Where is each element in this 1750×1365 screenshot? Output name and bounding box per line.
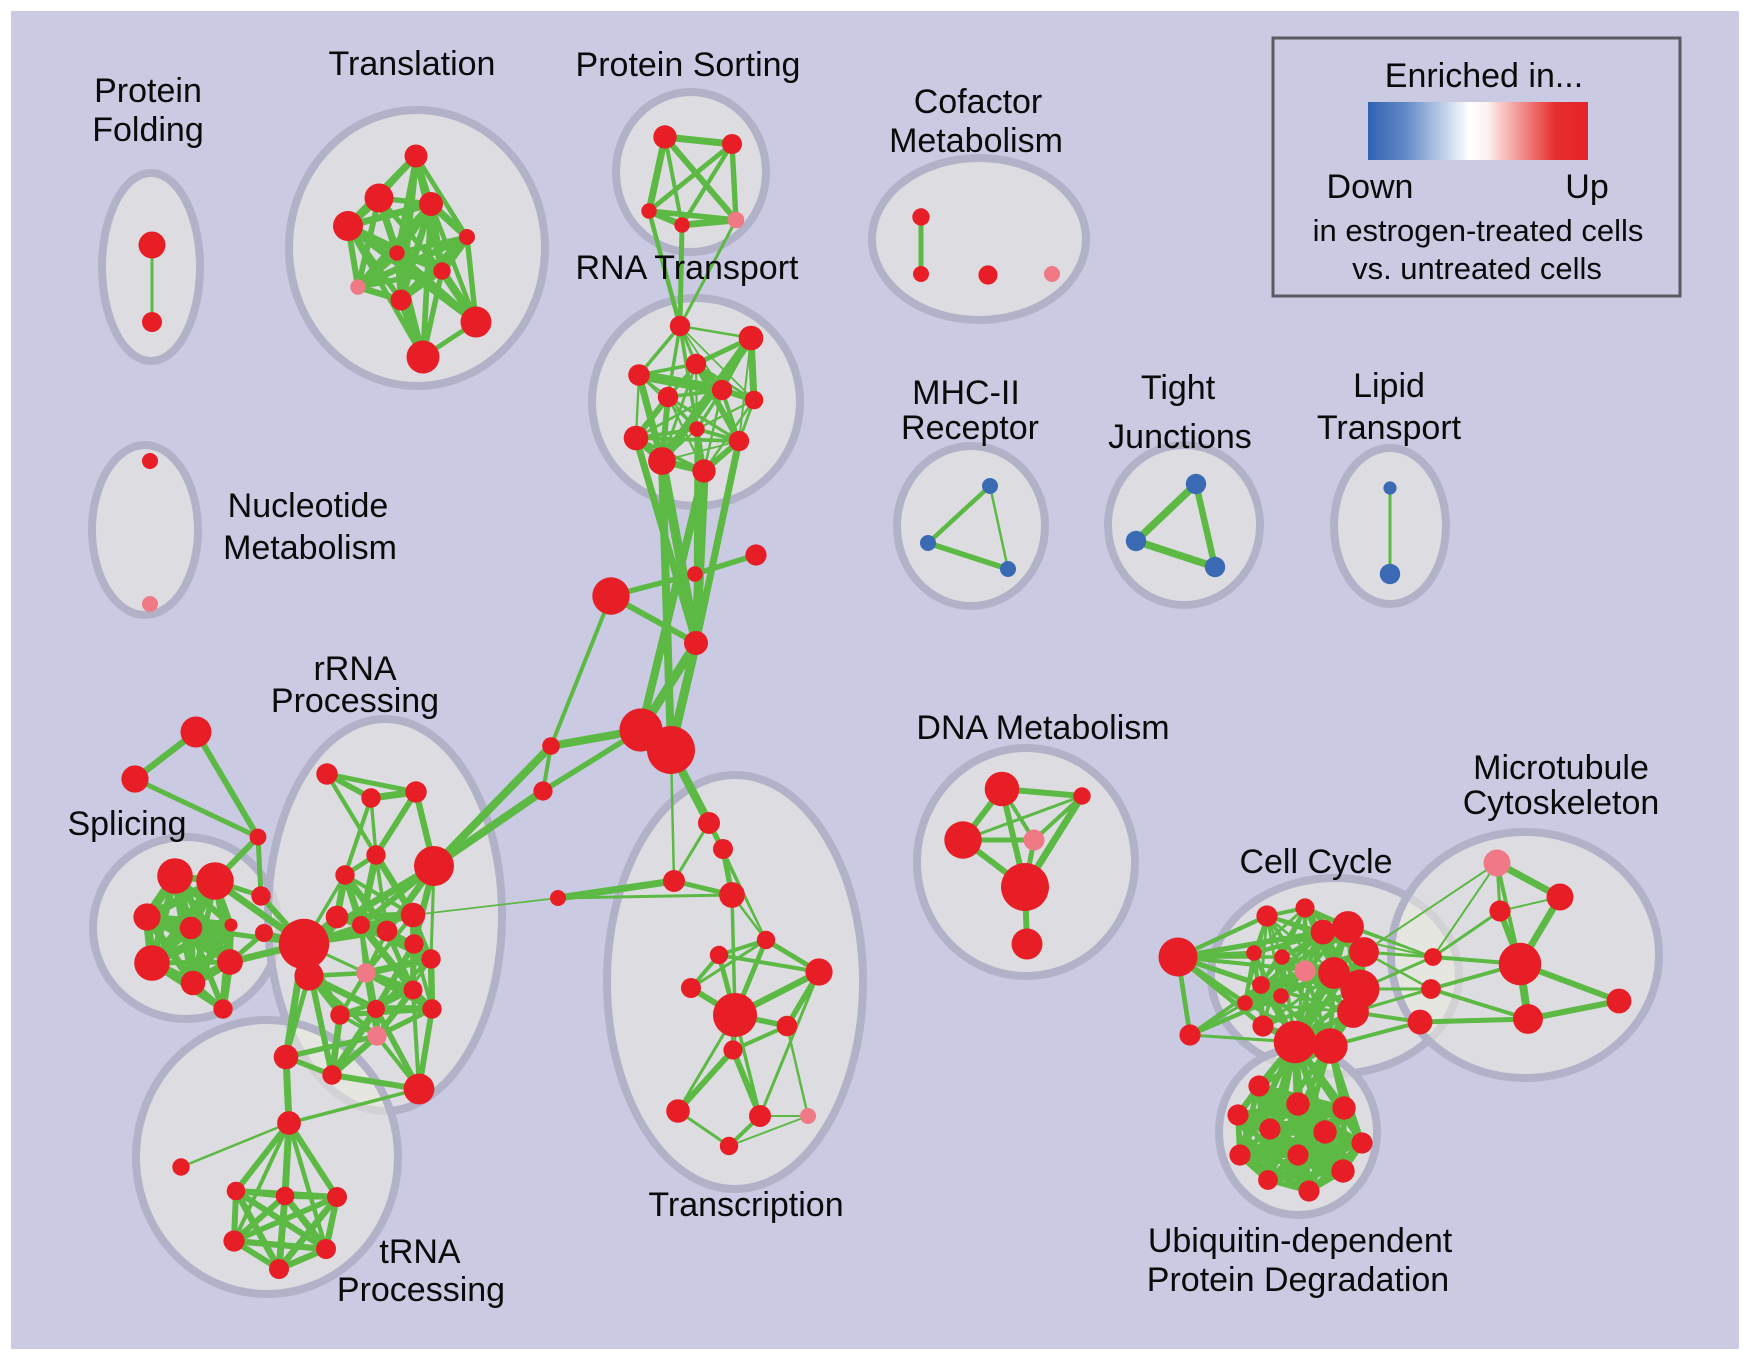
svg-text:Enriched in...: Enriched in...	[1385, 57, 1583, 95]
svg-text:Ubiquitin-dependent: Ubiquitin-dependent	[1148, 1222, 1453, 1260]
svg-text:Protein Sorting: Protein Sorting	[576, 46, 801, 84]
svg-text:Tight: Tight	[1141, 369, 1216, 407]
svg-text:Up: Up	[1565, 168, 1608, 206]
svg-text:Receptor: Receptor	[901, 409, 1039, 447]
svg-text:Cytoskeleton: Cytoskeleton	[1463, 784, 1660, 822]
svg-text:Processing: Processing	[337, 1271, 505, 1309]
svg-text:Metabolism: Metabolism	[889, 122, 1063, 160]
svg-text:Folding: Folding	[92, 111, 204, 149]
svg-text:rRNA: rRNA	[313, 650, 396, 688]
svg-text:Protein: Protein	[94, 72, 202, 110]
svg-text:Protein Degradation: Protein Degradation	[1147, 1261, 1449, 1299]
svg-text:Translation: Translation	[329, 45, 496, 83]
svg-text:Transcription: Transcription	[648, 1186, 843, 1224]
svg-text:Microtubule: Microtubule	[1473, 749, 1649, 787]
svg-text:in estrogen-treated cells: in estrogen-treated cells	[1313, 213, 1644, 248]
svg-text:Down: Down	[1327, 168, 1414, 206]
svg-text:Transport: Transport	[1317, 409, 1462, 447]
svg-text:RNA Transport: RNA Transport	[576, 249, 800, 287]
svg-text:Metabolism: Metabolism	[223, 529, 397, 567]
svg-text:Splicing: Splicing	[67, 805, 186, 843]
svg-text:Cofactor: Cofactor	[914, 83, 1043, 121]
svg-text:DNA Metabolism: DNA Metabolism	[916, 709, 1169, 747]
svg-text:vs. untreated cells: vs. untreated cells	[1352, 251, 1602, 286]
svg-text:Lipid: Lipid	[1353, 367, 1425, 405]
svg-text:Processing: Processing	[271, 682, 439, 720]
svg-text:Junctions: Junctions	[1108, 418, 1252, 456]
svg-text:Cell Cycle: Cell Cycle	[1239, 843, 1392, 881]
svg-text:tRNA: tRNA	[379, 1233, 461, 1271]
svg-text:Nucleotide: Nucleotide	[228, 487, 389, 525]
svg-text:MHC-II: MHC-II	[912, 374, 1020, 412]
